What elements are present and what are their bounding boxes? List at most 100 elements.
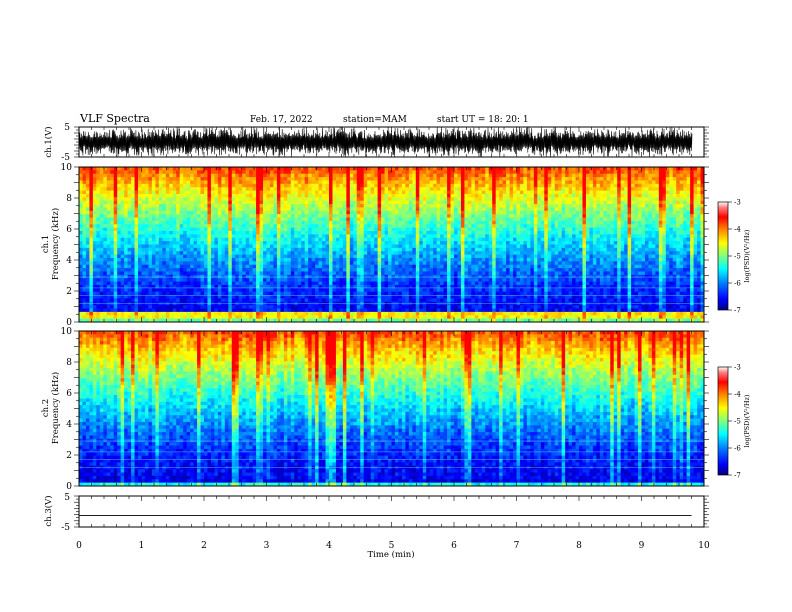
spectrogram-cell <box>190 167 194 171</box>
spectrogram-cell <box>235 214 240 218</box>
spectrogram-cell <box>79 224 83 229</box>
spectrogram-cell <box>627 177 632 181</box>
spectrogram-cell <box>148 247 153 252</box>
spectrogram-cell <box>679 210 684 215</box>
spectrogram-cell <box>242 244 247 249</box>
spectrogram-cell <box>394 244 399 249</box>
spectrogram-cell <box>676 234 681 239</box>
spectrogram-cell <box>245 187 250 191</box>
spectrogram-cell <box>144 224 149 229</box>
spectrogram-cell <box>638 237 642 242</box>
spectrogram-cell <box>304 204 309 208</box>
spectrogram-cell <box>634 197 639 202</box>
spectrogram-cell <box>92 217 97 222</box>
spectrogram-cell <box>266 170 271 175</box>
spectrogram-cell <box>276 227 281 232</box>
spectrogram-cell <box>391 210 396 215</box>
spectrogram-cell <box>568 224 573 229</box>
spectrogram-cell <box>242 173 247 178</box>
spectrogram-cell <box>252 234 257 239</box>
spectrogram-cell <box>238 197 243 202</box>
spectrogram-cell <box>235 227 240 232</box>
spectrogram-cell <box>190 204 194 208</box>
spectrogram-cell <box>499 220 504 225</box>
spectrogram-cell <box>606 241 611 245</box>
spectrogram-cell <box>450 247 455 252</box>
spectrogram-cell <box>193 193 198 198</box>
spectrogram-cell <box>301 237 306 242</box>
spectrogram-cell <box>235 224 240 229</box>
spectrogram-cell <box>443 177 448 181</box>
spectrogram-cell <box>533 197 538 202</box>
spectrogram-cell <box>665 204 670 208</box>
spectrogram-cell <box>172 241 177 245</box>
spectrogram-cell <box>575 170 580 175</box>
spectrogram-cell <box>266 234 271 239</box>
spectrogram-cell <box>318 214 323 218</box>
spectrogram-cell <box>554 247 559 252</box>
spectrogram-cell <box>294 241 299 245</box>
spectrogram-cell <box>221 247 226 252</box>
spectrogram-cell <box>148 197 153 202</box>
spectrogram-cell <box>422 173 427 178</box>
spectrogram-cell <box>297 224 302 229</box>
spectrogram-cell <box>228 241 233 245</box>
spectrogram-cell <box>634 173 639 178</box>
spectrogram-cell <box>513 210 517 215</box>
spectrogram-cell <box>363 183 368 188</box>
spectrogram-cell <box>509 251 514 256</box>
spectrogram-cell <box>554 187 559 191</box>
spectrogram-cell <box>422 247 427 252</box>
spectrogram-cell <box>481 207 486 212</box>
spectrogram-cell <box>606 220 611 225</box>
spectrogram-cell <box>332 217 337 222</box>
spectrogram-cell <box>120 227 125 232</box>
spectrogram-cell <box>471 241 476 245</box>
spectrogram-cell <box>481 177 486 181</box>
spectrogram-cell <box>183 207 188 212</box>
spectrogram-cell <box>610 244 615 249</box>
spectrogram-cell <box>471 180 476 185</box>
spectrogram-cell <box>592 190 597 195</box>
spectrogram-cell <box>82 177 87 181</box>
spectrogram-cell <box>381 190 385 195</box>
spectrogram-cell <box>624 197 629 202</box>
spectrogram-cell <box>210 170 215 175</box>
spectrogram-cell <box>190 173 194 178</box>
spectrogram-cell <box>627 227 632 232</box>
spectrogram-cell <box>141 167 146 171</box>
spectrogram-cell <box>342 167 347 171</box>
spectrogram-cell <box>551 241 556 245</box>
spectrogram-cell <box>85 200 90 205</box>
spectrogram-cell <box>540 217 545 222</box>
spectrogram-cell <box>349 207 354 212</box>
spectrogram-cell <box>433 190 438 195</box>
spectrogram-cell <box>242 224 247 229</box>
spectrogram-cell <box>683 217 688 222</box>
spectrogram-cell <box>495 237 500 242</box>
spectrogram-cell <box>627 200 632 205</box>
spectrogram-cell <box>672 197 677 202</box>
spectrogram-cell <box>690 200 694 205</box>
spectrogram-cell <box>443 254 448 259</box>
spectrogram-cell <box>544 220 549 225</box>
spectrogram-cell <box>471 237 476 242</box>
spectrogram-cell <box>551 214 556 218</box>
spectrogram-cell <box>495 190 500 195</box>
spectrogram-cell <box>422 254 427 259</box>
spectrogram-cell <box>579 247 583 252</box>
spectrogram-cell <box>506 210 510 215</box>
spectrogram-cell <box>544 207 549 212</box>
spectrogram-cell <box>280 200 285 205</box>
spectrogram-cell <box>450 187 455 191</box>
spectrogram-cell <box>523 244 528 249</box>
spectrogram-cell <box>492 244 497 249</box>
spectrogram-cell <box>342 183 347 188</box>
spectrogram-cell <box>558 217 563 222</box>
spectrogram-cell <box>297 220 302 225</box>
spectrogram-cell <box>509 241 514 245</box>
spectrogram-cell <box>304 227 309 232</box>
spectrogram-cell <box>495 177 500 181</box>
spectrogram-cell <box>124 254 129 259</box>
spectrogram-cell <box>513 244 517 249</box>
